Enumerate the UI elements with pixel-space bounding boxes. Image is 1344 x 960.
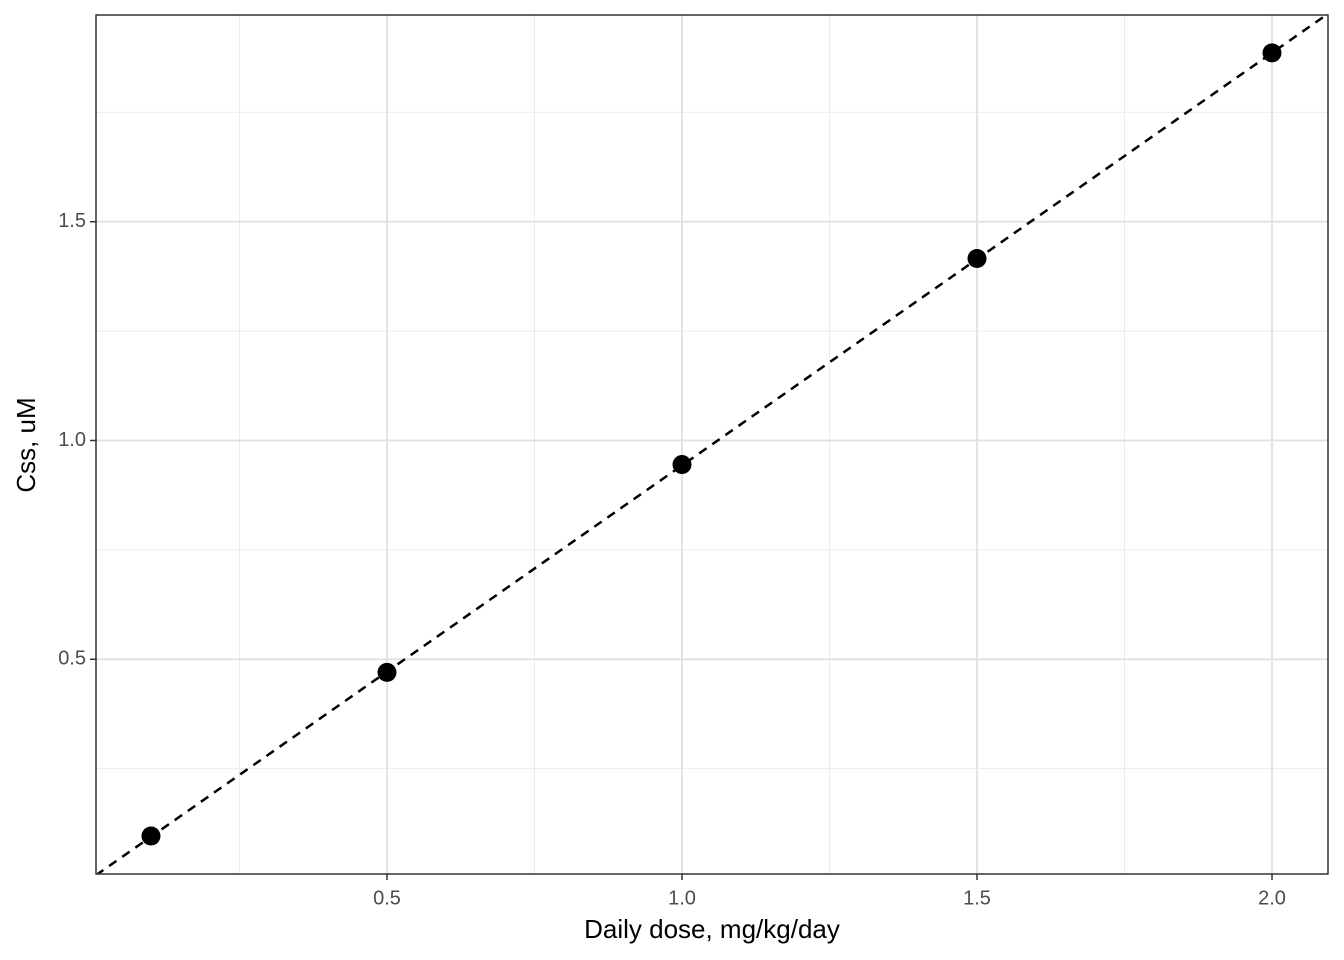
x-tick-label: 2.0 [1258,887,1286,909]
x-tick-label: 0.5 [373,887,401,909]
y-axis-title: Css, uM [11,397,41,492]
point [967,249,987,269]
panel-border [95,14,1329,875]
y-tick-label: 0.5 [58,648,86,670]
point [672,455,692,475]
y-tick-label: 1.0 [58,429,86,451]
fit-line [96,15,1328,874]
point [141,826,161,846]
x-tick-label: 1.0 [668,887,696,909]
point [377,662,397,682]
point [1262,43,1282,63]
y-tick-label: 1.5 [58,210,86,232]
x-tick-label: 1.5 [963,887,991,909]
x-axis-title: Daily dose, mg/kg/day [584,914,840,944]
